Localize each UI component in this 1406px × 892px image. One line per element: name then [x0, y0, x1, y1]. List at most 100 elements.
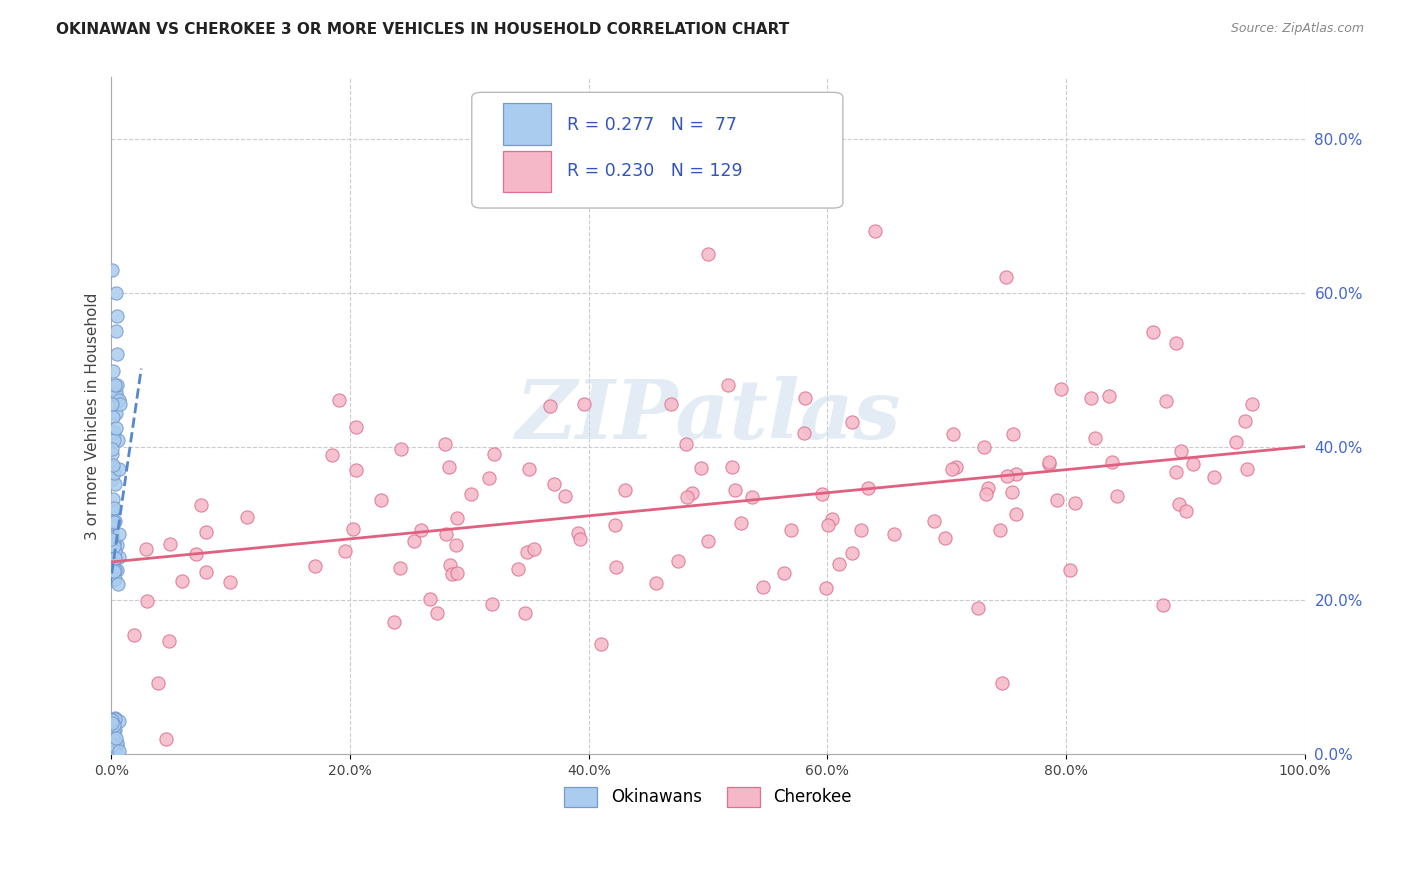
Point [717, 378, 740, 392]
Point [103, 536, 125, 550]
Point [942, 426, 965, 441]
Point [104, 550, 127, 565]
FancyBboxPatch shape [503, 103, 551, 145]
Point [446, 566, 468, 580]
Point [1241, 397, 1264, 411]
Point [1236, 462, 1258, 476]
Point [793, 391, 815, 405]
Point [101, 574, 124, 588]
Point [613, 483, 636, 498]
Point [103, 565, 125, 579]
Point [676, 490, 699, 504]
Point [172, 574, 194, 589]
Point [370, 492, 392, 507]
Point [568, 533, 591, 547]
Point [101, 491, 124, 506]
Point [159, 537, 181, 551]
Point [105, 739, 128, 753]
Point [104, 405, 127, 419]
Point [107, 577, 129, 591]
Point [101, 716, 124, 731]
Point [101, 516, 124, 531]
FancyBboxPatch shape [503, 151, 551, 193]
Point [516, 545, 538, 559]
Point [122, 628, 145, 642]
Point [105, 377, 128, 392]
Legend: Okinawans, Cherokee: Okinawans, Cherokee [557, 780, 859, 814]
Point [108, 744, 131, 758]
Point [681, 486, 703, 500]
Point [433, 437, 456, 451]
Point [103, 501, 125, 516]
Point [103, 378, 125, 392]
Point [934, 531, 956, 545]
Point [101, 739, 124, 754]
Point [101, 364, 124, 378]
Point [110, 396, 132, 410]
Point [104, 285, 127, 300]
Point [101, 731, 124, 746]
Point [1182, 457, 1205, 471]
Point [1142, 325, 1164, 339]
Point [194, 525, 217, 540]
Point [460, 487, 482, 501]
Point [1005, 507, 1028, 521]
Point [135, 593, 157, 607]
Point [426, 606, 449, 620]
Point [101, 738, 124, 752]
Point [644, 575, 666, 590]
Point [1225, 434, 1247, 449]
Point [100, 713, 122, 727]
Y-axis label: 3 or more Vehicles in Household: 3 or more Vehicles in Household [86, 293, 100, 540]
Point [103, 726, 125, 740]
Point [1168, 497, 1191, 511]
Point [772, 566, 794, 580]
Point [482, 447, 505, 461]
Point [107, 563, 129, 577]
Point [1105, 489, 1128, 503]
Point [104, 388, 127, 402]
Point [991, 675, 1014, 690]
Point [675, 437, 697, 451]
Point [1153, 599, 1175, 613]
Point [105, 421, 128, 435]
Point [945, 460, 967, 475]
Point [1038, 457, 1060, 471]
Text: Source: ZipAtlas.com: Source: ZipAtlas.com [1230, 22, 1364, 36]
Text: R = 0.277   N =  77: R = 0.277 N = 77 [567, 116, 737, 134]
Text: R = 0.230   N = 129: R = 0.230 N = 129 [567, 161, 742, 180]
Text: OKINAWAN VS CHEROKEE 3 OR MORE VEHICLES IN HOUSEHOLD CORRELATION CHART: OKINAWAN VS CHEROKEE 3 OR MORE VEHICLES … [56, 22, 790, 37]
Point [402, 534, 425, 549]
Point [1154, 394, 1177, 409]
Point [105, 747, 128, 762]
Point [1166, 336, 1188, 351]
Point [730, 516, 752, 531]
Point [741, 490, 763, 504]
Point [103, 458, 125, 473]
Point [554, 489, 576, 503]
Point [328, 392, 350, 407]
Point [107, 462, 129, 476]
Point [659, 396, 682, 410]
Point [103, 718, 125, 732]
Point [1050, 382, 1073, 396]
Point [195, 566, 218, 580]
Point [478, 471, 501, 485]
Point [105, 324, 128, 338]
Point [236, 510, 259, 524]
Point [101, 525, 124, 540]
Point [1004, 467, 1026, 482]
Point [101, 447, 124, 461]
Point [444, 538, 467, 552]
Point [104, 711, 127, 725]
Point [105, 538, 128, 552]
Point [863, 224, 886, 238]
Point [538, 400, 561, 414]
Point [104, 543, 127, 558]
Point [1098, 389, 1121, 403]
Point [321, 448, 343, 462]
Point [101, 503, 124, 517]
Point [1170, 443, 1192, 458]
Point [104, 731, 127, 746]
Point [101, 533, 124, 548]
